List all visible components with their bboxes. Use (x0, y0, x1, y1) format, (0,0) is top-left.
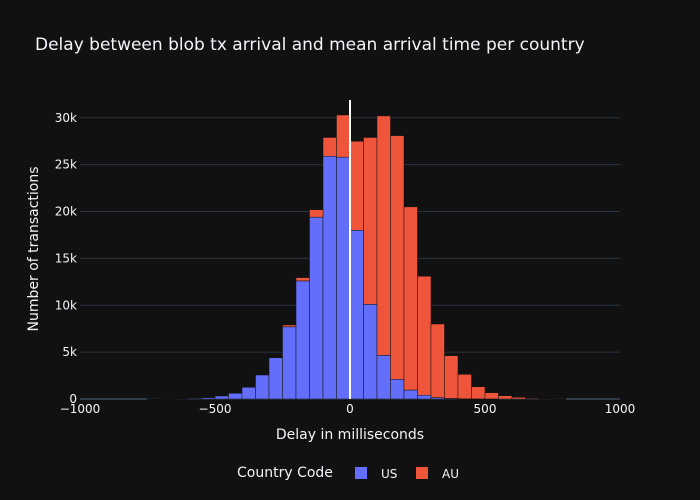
bar-us[interactable] (268, 357, 283, 400)
bar-au[interactable] (349, 140, 364, 231)
bar-us[interactable] (309, 216, 324, 400)
legend-title: Country Code (237, 465, 333, 481)
bar-au[interactable] (538, 398, 553, 400)
y-tick-label: 30k (55, 111, 77, 125)
legend-item-au[interactable]: AU (416, 467, 459, 481)
bars (147, 114, 567, 400)
legend-item-us[interactable]: US (355, 467, 397, 481)
bar-us[interactable] (241, 387, 256, 400)
bar-au[interactable] (282, 324, 297, 328)
x-tick-label: −1000 (60, 402, 101, 416)
bar-au[interactable] (376, 115, 391, 356)
legend-swatch-au (416, 467, 428, 479)
bar-us[interactable] (214, 395, 229, 400)
bar-us[interactable] (201, 397, 216, 400)
legend-label-us: US (381, 467, 397, 481)
x-tick-label: 0 (346, 402, 354, 416)
y-tick-label: 20k (55, 205, 77, 219)
bar-au[interactable] (390, 135, 405, 380)
bar-us[interactable] (322, 155, 337, 400)
bar-us[interactable] (390, 379, 405, 400)
bar-au[interactable] (336, 114, 351, 158)
y-tick-labels: 0 5k 10k 15k 20k 25k 30k (55, 111, 77, 406)
y-tick-label: 15k (55, 251, 77, 265)
y-tick-label: 10k (55, 298, 77, 312)
bar-au[interactable] (525, 398, 540, 400)
legend-swatch-us (355, 467, 367, 479)
bar-us[interactable] (295, 280, 310, 400)
chart-title: Delay between blob tx arrival and mean a… (35, 35, 585, 55)
bar-au[interactable] (363, 137, 378, 305)
legend: Country Code US AU (237, 465, 459, 481)
y-axis-title: Number of transactions (26, 166, 42, 331)
bar-au[interactable] (457, 374, 472, 400)
bar-us[interactable] (174, 398, 189, 400)
legend-label-au: AU (442, 467, 459, 481)
x-tick-label: 1000 (605, 402, 636, 416)
bar-us[interactable] (336, 156, 351, 400)
x-tick-label: −500 (199, 402, 232, 416)
y-tick-label: 25k (55, 158, 77, 172)
bar-us[interactable] (187, 398, 202, 400)
bar-us[interactable] (160, 398, 175, 400)
bar-au[interactable] (309, 209, 324, 218)
bar-au[interactable] (430, 323, 445, 398)
bar-au[interactable] (471, 386, 486, 400)
bar-us[interactable] (363, 304, 378, 400)
bar-au[interactable] (403, 206, 418, 391)
bar-au[interactable] (484, 392, 499, 400)
bar-us[interactable] (349, 230, 364, 400)
bar-au[interactable] (268, 357, 283, 359)
bar-au[interactable] (417, 275, 432, 396)
bar-au[interactable] (322, 137, 337, 157)
y-tick-label: 5k (62, 345, 77, 359)
bar-au[interactable] (444, 355, 459, 399)
bar-au[interactable] (552, 398, 567, 400)
bar-us[interactable] (282, 326, 297, 400)
bar-us[interactable] (147, 398, 162, 400)
x-tick-label: 500 (474, 402, 497, 416)
bar-us[interactable] (376, 355, 391, 400)
y-tick-label: 0 (69, 392, 77, 406)
bar-au[interactable] (498, 395, 513, 400)
x-tick-labels: −1000 −500 0 500 1000 (60, 402, 636, 416)
x-axis-title: Delay in milliseconds (276, 427, 424, 443)
bar-us[interactable] (255, 374, 270, 400)
bar-us[interactable] (403, 389, 418, 400)
bar-au[interactable] (295, 277, 310, 282)
bar-us[interactable] (417, 395, 432, 400)
bar-us[interactable] (228, 393, 243, 400)
bar-au[interactable] (511, 397, 526, 400)
